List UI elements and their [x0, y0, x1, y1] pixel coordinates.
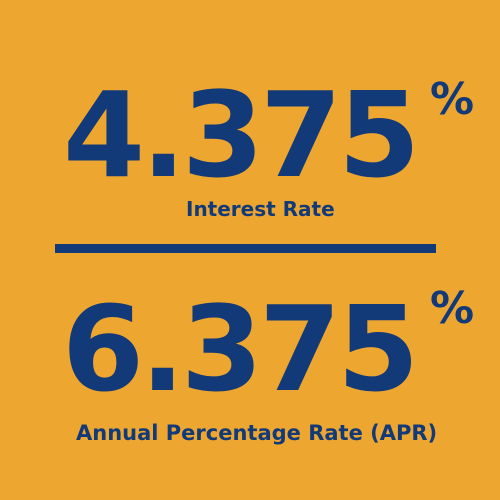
interest-rate-percent-sign: %: [430, 74, 475, 125]
interest-rate-value: 4.375: [63, 66, 420, 204]
apr-percent-sign: %: [430, 283, 475, 334]
apr-label: Annual Percentage Rate (APR): [76, 421, 438, 445]
interest-rate-label: Interest Rate: [186, 197, 335, 221]
apr-value: 6.375: [62, 280, 419, 418]
section-divider: [55, 244, 436, 253]
